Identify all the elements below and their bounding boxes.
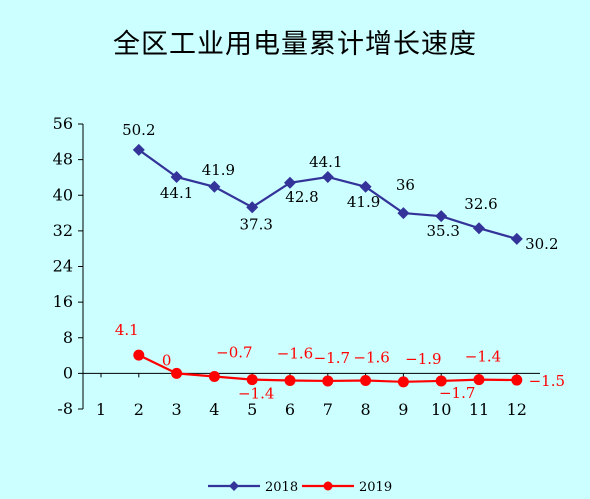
y-tick-label: 0: [63, 363, 73, 382]
data-point-2018: [321, 170, 334, 183]
data-point-2019: [246, 374, 258, 386]
data-label-2018: 42.8: [285, 188, 318, 206]
data-point-2018: [397, 207, 410, 220]
legend-marker-2018: [229, 481, 239, 491]
y-tick-label: 32: [53, 221, 73, 240]
data-point-2019: [284, 375, 296, 386]
data-label-2019: −1.4: [238, 385, 274, 403]
x-tick-label: 9: [398, 400, 408, 419]
y-tick-label: 48: [53, 150, 73, 169]
data-label-2018: 36: [396, 176, 415, 194]
data-label-2019: −1.9: [405, 350, 441, 368]
data-point-2019: [397, 376, 409, 388]
x-tick-label: 2: [134, 400, 144, 419]
data-label-2019: −0.7: [216, 343, 252, 361]
x-tick-label: 3: [172, 400, 182, 419]
data-label-2018: 44.1: [160, 184, 193, 202]
x-tick-label: 1: [96, 400, 106, 419]
data-label-2019: −1.7: [439, 384, 475, 402]
data-point-2019: [133, 349, 145, 361]
data-label-2019: −1.6: [277, 345, 313, 363]
data-point-2019: [360, 375, 372, 386]
x-tick-label: 10: [431, 400, 451, 419]
data-point-2018: [359, 180, 372, 193]
x-tick-label: 11: [469, 400, 489, 419]
y-tick-label: 16: [53, 292, 73, 311]
data-point-2018: [132, 143, 145, 156]
data-point-2019: [473, 374, 485, 386]
data-point-2019: [208, 370, 220, 382]
y-tick-label: 24: [53, 257, 73, 276]
y-tick-label: 56: [53, 114, 73, 133]
chart-title: 全区工业用电量累计增长速度: [113, 29, 477, 60]
x-tick-label: 12: [507, 400, 527, 419]
y-tick-label: -8: [57, 399, 73, 418]
data-label-2019: 0: [162, 351, 172, 369]
data-point-2019: [171, 367, 183, 379]
legend-marker-2019: [323, 481, 333, 491]
data-point-2018: [435, 210, 448, 223]
data-point-2019: [435, 375, 447, 387]
data-label-2018: 50.2: [122, 121, 155, 139]
data-label-2019: −1.7: [314, 349, 350, 367]
data-label-2018: 30.2: [525, 235, 558, 253]
y-tick-label: 40: [53, 185, 73, 204]
data-point-2018: [170, 170, 183, 183]
x-tick-label: 8: [361, 400, 371, 419]
data-label-2018: 41.9: [347, 193, 380, 211]
data-label-2019: 4.1: [115, 321, 139, 339]
data-point-2018: [246, 201, 259, 214]
x-tick-label: 7: [323, 400, 333, 419]
data-point-2018: [510, 232, 523, 245]
data-point-2019: [511, 374, 523, 386]
data-label-2019: −1.6: [353, 349, 389, 367]
data-label-2018: 44.1: [309, 153, 342, 171]
data-point-2018: [473, 222, 485, 235]
data-label-2018: 32.6: [464, 195, 497, 213]
legend-label-2019: 2019: [359, 480, 392, 495]
data-label-2018: 37.3: [239, 215, 272, 233]
y-tick-label: 8: [63, 328, 73, 347]
data-label-2018: 41.9: [202, 161, 235, 179]
legend-label-2018: 2018: [265, 480, 298, 495]
data-label-2018: 35.3: [426, 222, 459, 240]
data-point-2018: [284, 176, 296, 189]
x-tick-label: 6: [285, 400, 295, 419]
data-point-2019: [322, 375, 334, 387]
x-tick-label: 5: [247, 400, 257, 419]
data-point-2018: [208, 180, 221, 193]
data-label-2019: −1.5: [529, 372, 565, 390]
x-tick-label: 4: [209, 400, 219, 419]
data-label-2019: −1.4: [465, 348, 501, 366]
